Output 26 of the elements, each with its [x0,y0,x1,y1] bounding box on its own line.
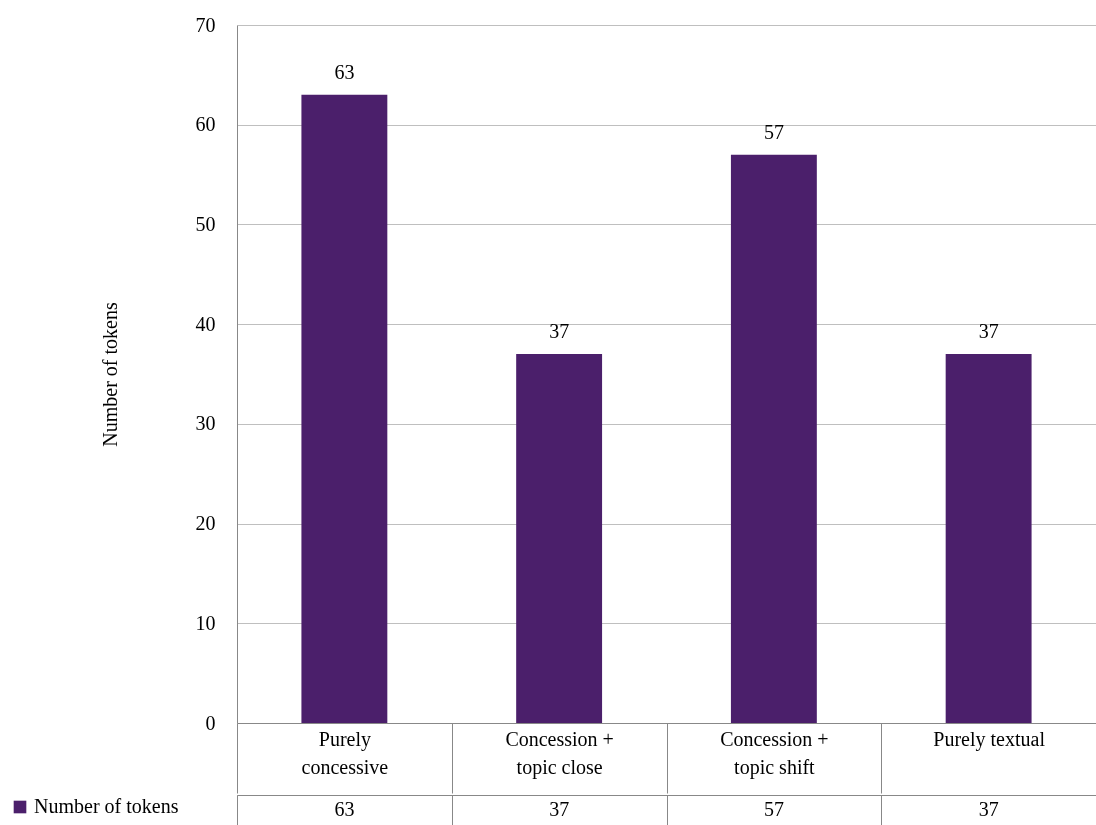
x-tick-label: Purely concessive [301,727,389,778]
y-tick-label: 50 [195,212,216,235]
text: 63 [334,798,355,820]
bar [301,94,388,723]
data-label: 37 [978,320,999,343]
y-axis-title: Number of tokens [98,302,121,447]
bar [945,354,1032,723]
bar [730,154,817,723]
y-tick-label: 0 [205,711,216,734]
x-tick-label: Concession + topic close [505,727,614,779]
y-tick-label: 40 [195,312,216,335]
data-label: 63 [334,60,355,83]
y-tick-label: 70 [195,13,216,36]
y-tick-label: 30 [195,412,216,435]
y-tick-label: 60 [195,113,216,136]
bar [516,354,603,723]
data-label: 57 [763,120,784,143]
text: 37 [978,798,999,820]
y-tick-label: 20 [195,512,216,535]
data-label: 37 [549,320,570,343]
x-tick-label: Concession + topic shift [720,727,829,779]
legend-label: Number of tokens [34,795,179,817]
y-tick-label: 10 [195,611,216,634]
text: 57 [763,798,784,820]
text: 37 [549,798,570,820]
x-tick-label: Purely textual [933,727,1046,751]
